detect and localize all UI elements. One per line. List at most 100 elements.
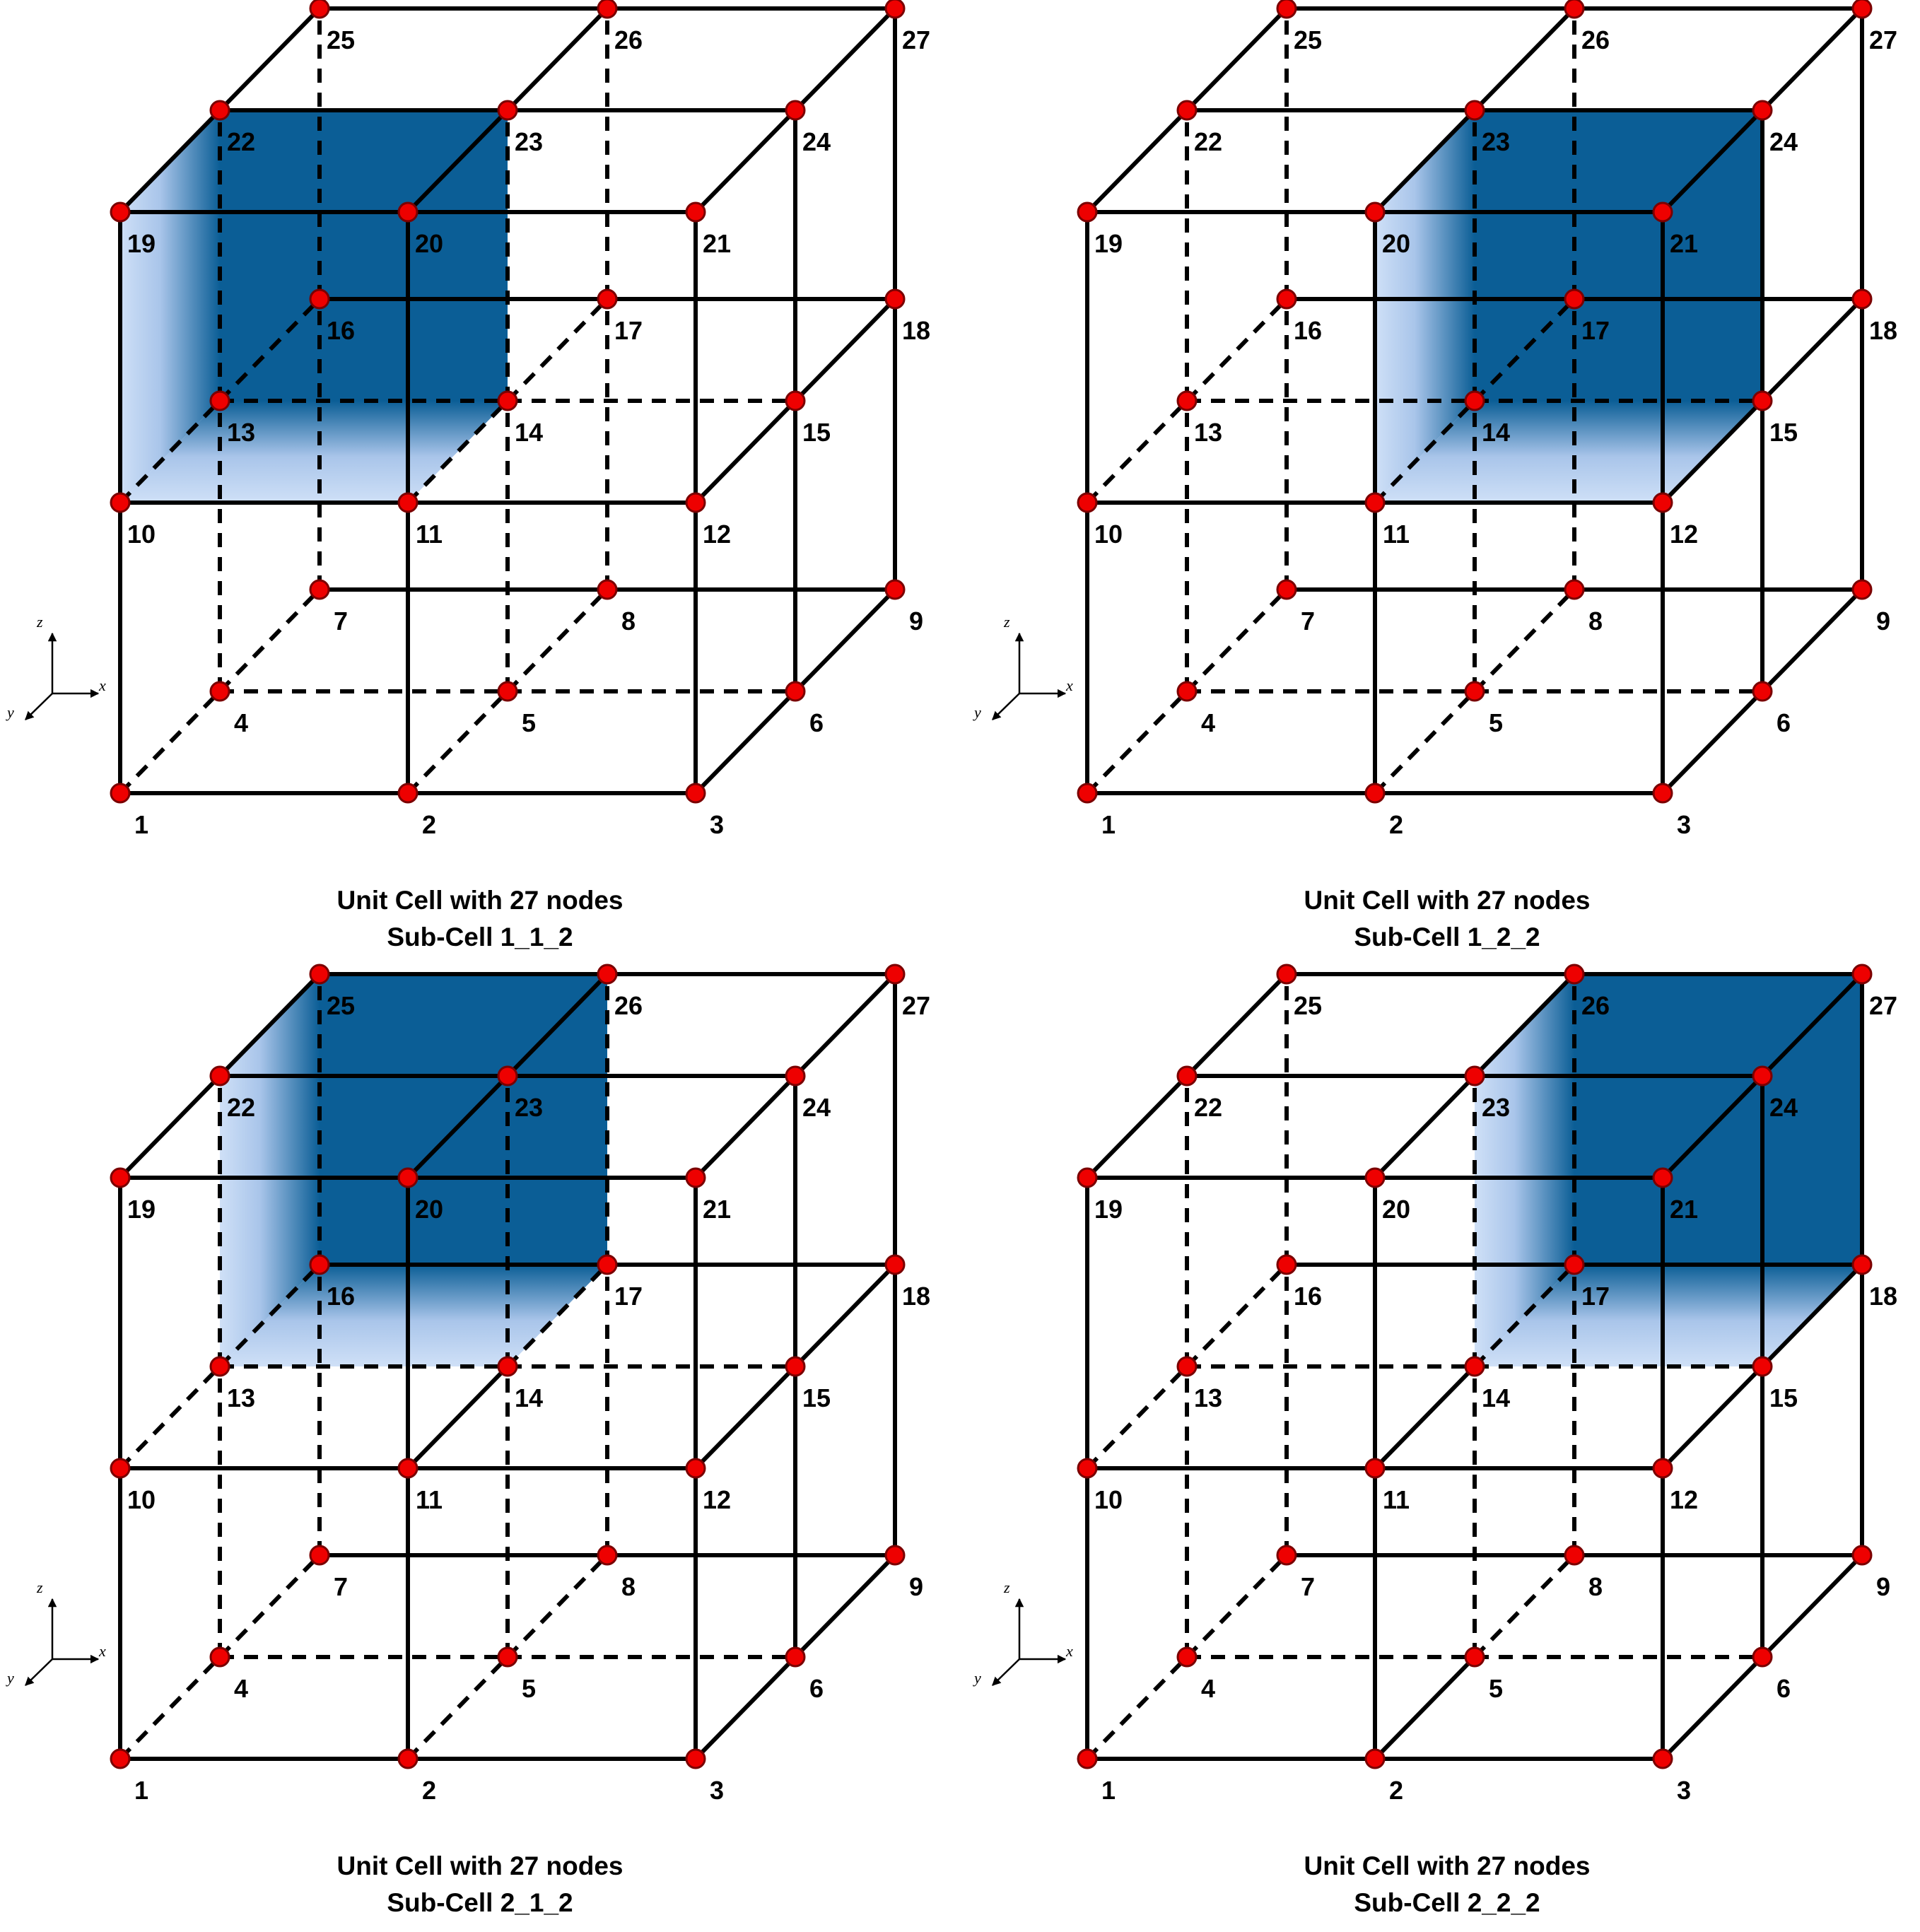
edge-15-18 [1760,1263,1864,1369]
node-10 [1077,1458,1098,1479]
edge-20-23 [1373,1074,1477,1180]
sub-cell-bottom-face [1375,401,1762,503]
caption-title: Unit Cell with 27 nodes [1304,1851,1591,1880]
panel-sub-cell-1-2-2: 1 2 3 4 5 6 7 8 9 10 11 12 13 14 15 16 17 18 19 20 21 22 23 24 2… [967,0,1920,966]
y-axis-label: y [6,703,14,721]
node-15 [785,1356,806,1377]
edge-21-24 [693,108,797,214]
node-label-23: 23 [1482,1093,1510,1122]
edge-4-7 [1185,587,1289,693]
edge-5-8 [505,1553,609,1659]
node-17 [1564,288,1585,310]
edge-24-27 [793,6,897,112]
node-8 [1564,579,1585,600]
node-23 [1464,100,1485,121]
node-22 [209,1065,230,1087]
node-6 [785,1646,806,1668]
node-4 [1176,1646,1198,1668]
node-2 [397,1748,418,1769]
edge-23-26 [505,6,609,112]
node-14 [1464,390,1485,411]
edge-5-8 [505,587,609,693]
x-axis-label: x [98,677,106,694]
caption-title: Unit Cell with 27 nodes [336,1851,624,1880]
node-label-14: 14 [515,418,543,447]
node-20 [1364,1167,1386,1188]
node-label-27: 27 [1869,25,1897,54]
node-label-3: 3 [710,810,724,839]
node-8 [597,1545,618,1566]
node-13 [209,1356,230,1377]
node-5 [497,681,518,702]
node-21 [685,1167,706,1188]
node-13 [1176,390,1198,411]
node-label-21: 21 [1670,229,1698,258]
edge-20-23 [406,1074,510,1180]
node-14 [1464,1356,1485,1377]
y-axis-arrow [992,1658,1020,1686]
node-label-1: 1 [134,1776,148,1805]
node-label-25: 25 [1294,991,1322,1020]
node-18 [884,1254,906,1275]
node-label-1: 1 [134,810,148,839]
node-23 [497,100,518,121]
node-label-6: 6 [1776,708,1791,737]
node-26 [1564,964,1585,985]
node-7 [309,1545,330,1566]
panel-sub-cell-2-1-2: 1 2 3 4 5 6 7 8 9 10 11 12 13 14 15 16 17 18 19 20 21 22 23 24 2… [0,964,960,1931]
sub-cell-bottom-face [120,401,508,503]
node-25 [1276,964,1297,985]
node-label-16: 16 [327,316,355,345]
node-4 [209,681,230,702]
x-axis-label: x [98,1642,106,1660]
node-label-10: 10 [127,1485,156,1514]
lattice-edges [118,6,897,795]
node-2 [1364,1748,1386,1769]
node-22 [1176,1065,1198,1087]
node-label-5: 5 [522,708,536,737]
z-axis-label: z [1003,1579,1010,1596]
node-label-25: 25 [327,25,355,54]
node-10 [110,492,131,513]
node-label-9: 9 [909,607,923,636]
node-label-16: 16 [327,1282,355,1311]
edge-12-15 [1661,399,1764,505]
node-21 [685,201,706,223]
node-label-25: 25 [327,991,355,1020]
node-label-11: 11 [416,520,443,549]
node-label-7: 7 [1301,607,1315,636]
node-3 [685,783,706,804]
node-16 [1276,288,1297,310]
caption-sub-cell: Sub-Cell 2_1_2 [387,1888,573,1917]
edge-11-14 [1373,1364,1477,1470]
sub-cell-side-face [120,110,220,503]
node-27 [1851,964,1873,985]
edge-6-9 [1760,587,1864,693]
edge-2-5 [1373,1655,1477,1761]
node-label-1: 1 [1101,810,1116,839]
node-label-14: 14 [515,1383,543,1412]
node-label-11: 11 [1383,1485,1410,1514]
edge-3-6 [693,689,797,795]
edge-15-18 [793,1263,897,1369]
edge-5-8 [1473,587,1576,693]
edge-11-14 [406,1364,510,1470]
edge-19-22 [1085,1074,1189,1180]
edge-4-7 [1185,1553,1289,1659]
node-label-9: 9 [1876,1572,1890,1601]
node-label-9: 9 [909,1572,923,1601]
node-label-5: 5 [522,1674,536,1703]
node-label-5: 5 [1489,708,1503,737]
node-12 [685,1458,706,1479]
node-label-20: 20 [1382,1195,1410,1224]
node-18 [1851,1254,1873,1275]
panel-sub-cell-2-2-2: 1 2 3 4 5 6 7 8 9 10 11 12 13 14 15 16 17 18 19 20 21 22 23 24 2… [967,964,1920,1931]
node-label-8: 8 [621,607,636,636]
edge-5-8 [1473,1553,1576,1659]
node-26 [597,0,618,19]
node-14 [497,390,518,411]
z-axis-label: z [1003,613,1010,631]
